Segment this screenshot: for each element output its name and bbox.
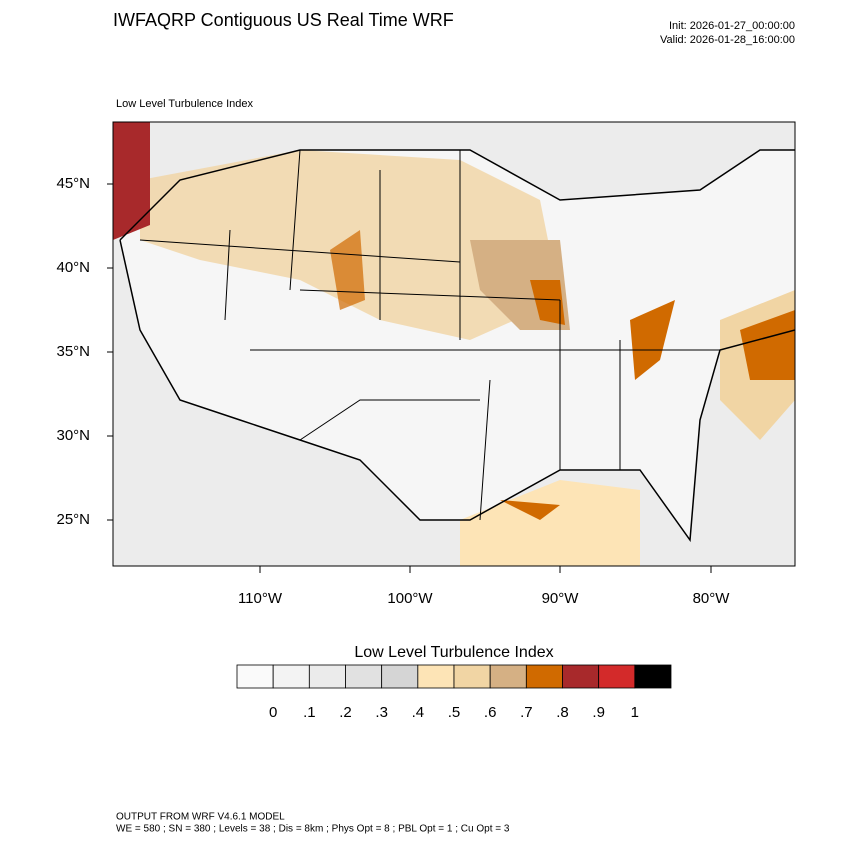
footer-line: WE = 580 ; SN = 380 ; Levels = 38 ; Dis … [116,824,510,835]
colorbar-label: 1 [631,704,639,721]
colorbar-label: .3 [375,704,388,721]
lon-label: 90°W [542,590,580,607]
colorbar-box [562,664,600,689]
colorbar-box [236,664,274,689]
colorbar-label: .2 [339,704,352,721]
lon-label: 80°W [693,590,731,607]
colorbar-box [308,664,346,689]
colorbar-box [525,664,563,689]
colorbar-label: .5 [448,704,461,721]
lon-label: 100°W [387,590,433,607]
colorbar-label: .8 [556,704,569,721]
colorbar-label: .9 [592,704,605,721]
colorbar-label: 0 [269,704,277,721]
init-time: Init: 2026-01-27_00:00:00 [669,20,795,32]
colorbar-box [489,664,527,689]
colorbar-title: Low Level Turbulence Index [354,644,553,661]
lat-label: 35°N [56,343,90,360]
lat-label: 40°N [56,259,90,276]
colorbar-box [598,664,636,689]
footer-line: OUTPUT FROM WRF V4.6.1 MODEL [116,812,285,823]
colorbar-box [272,664,310,689]
colorbar-box [417,664,455,689]
colorbar-label: .1 [303,704,316,721]
colorbar-box [381,664,419,689]
colorbar-label: .4 [412,704,425,721]
title: IWFAQRP Contiguous US Real Time WRF [113,10,454,30]
lat-label: 30°N [56,427,90,444]
lon-label: 110°W [238,590,283,607]
colorbar-box [453,664,491,689]
colorbar-label: .6 [484,704,497,721]
lat-label: 45°N [56,175,90,192]
map: 45°N 40°N 35°N 30°N 25°N 110°W 100°W 90°W 80°W [56,121,796,607]
map-subtitle: Low Level Turbulence Index [116,98,253,110]
colorbar-label: .7 [520,704,533,721]
colorbar: 0 .1 .2 .3 .4 .5 .6 .7 .8 .9 1 [236,664,672,721]
valid-time: Valid: 2026-01-28_16:00:00 [660,34,795,46]
colorbar-box [634,664,672,689]
lat-label: 25°N [56,511,90,528]
colorbar-box [345,664,383,689]
